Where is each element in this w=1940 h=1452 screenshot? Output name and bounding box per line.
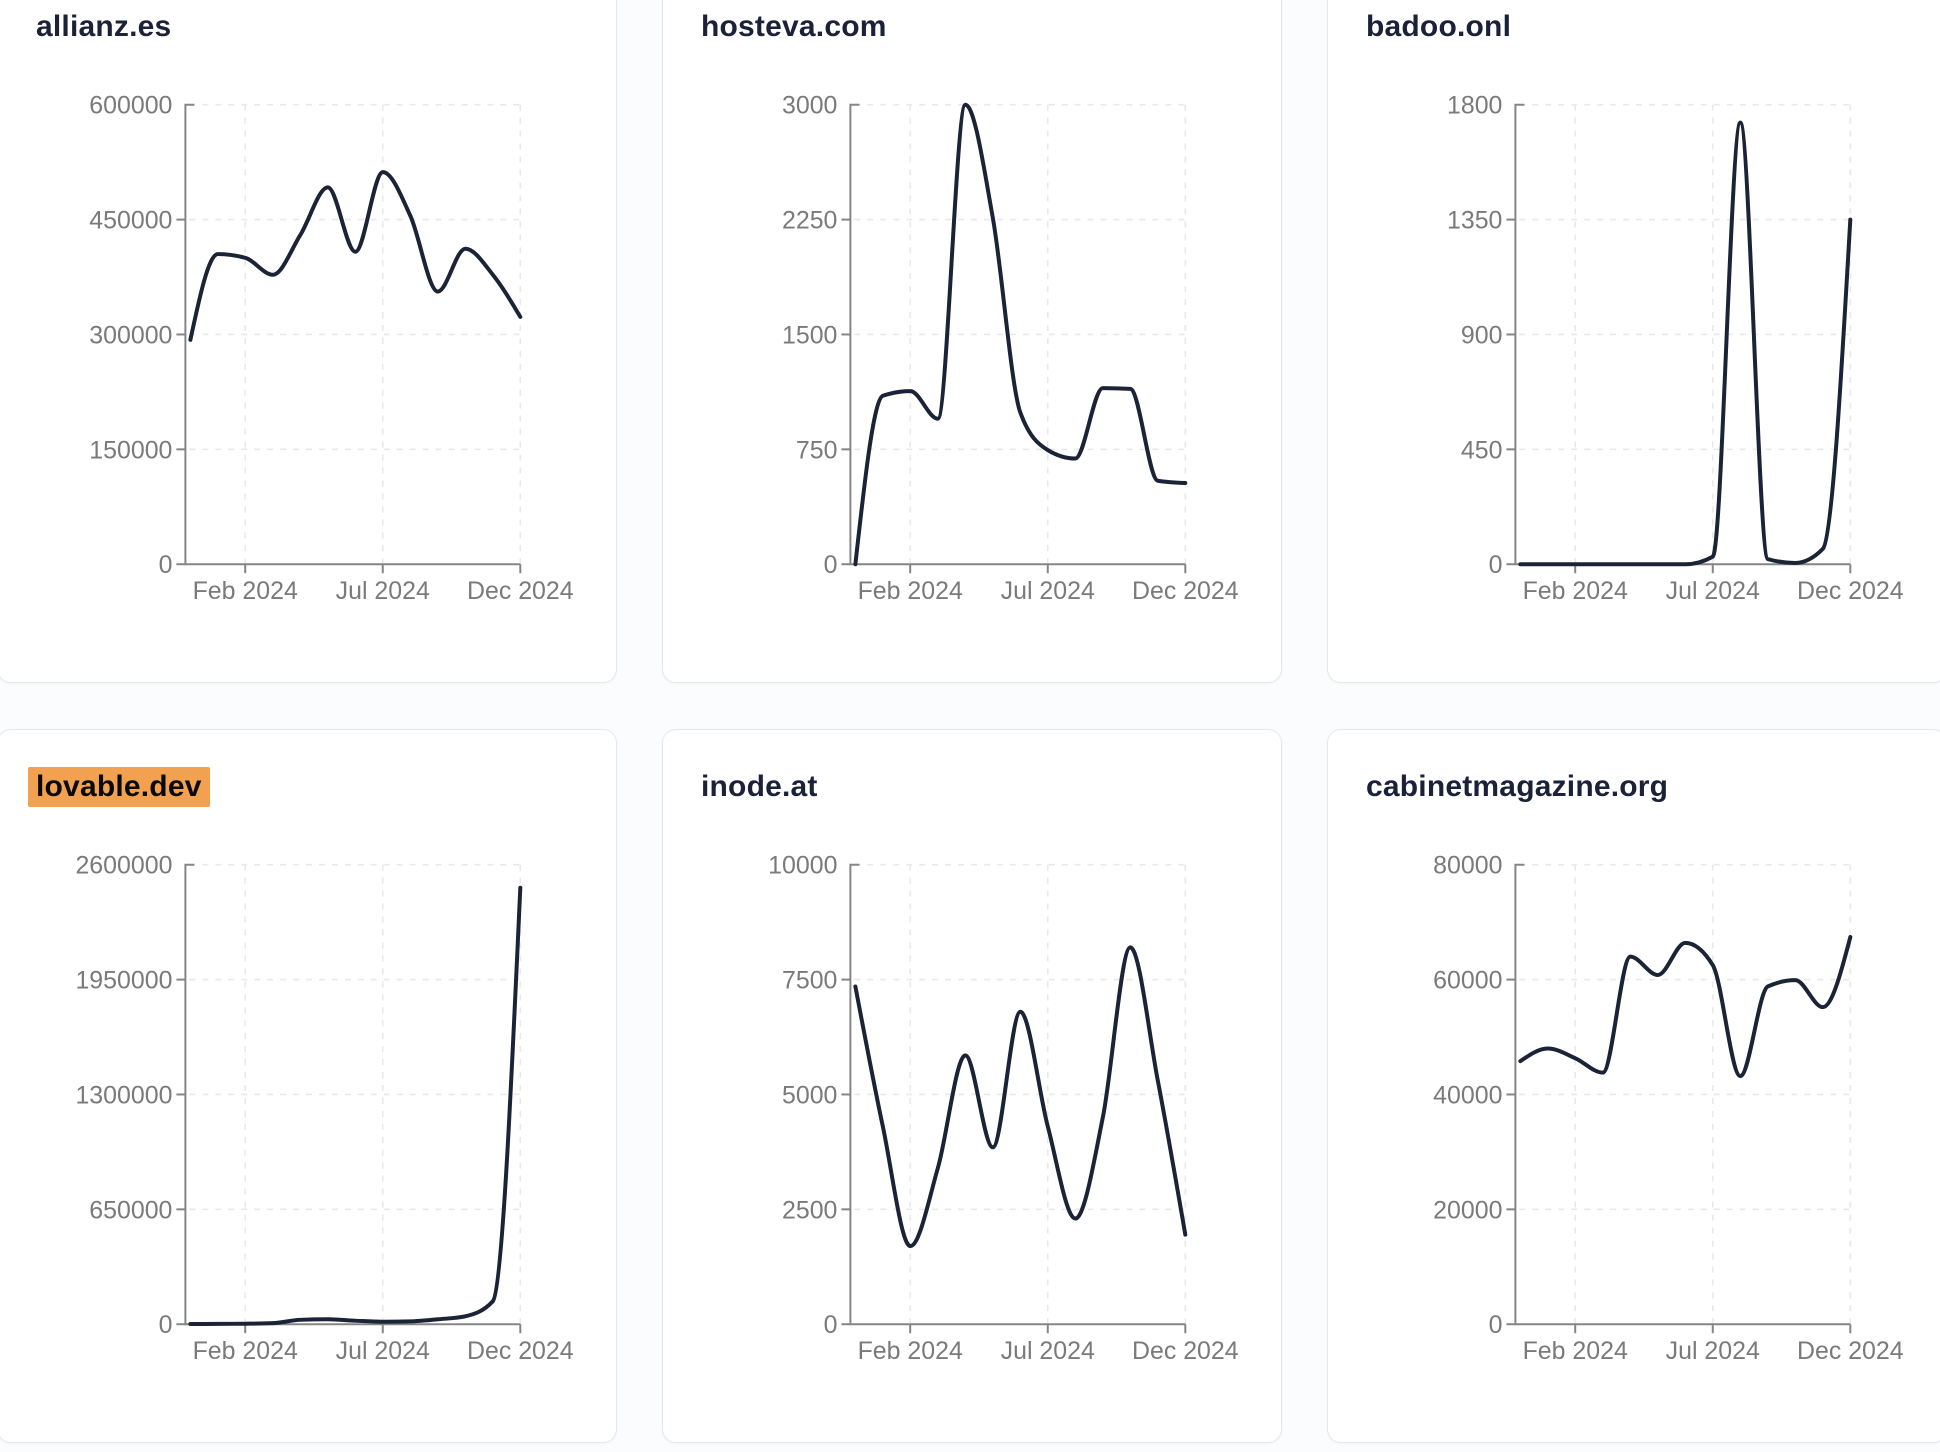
trend-line	[1518, 120, 1853, 567]
x-axis-tick-label: Dec 2024	[1797, 1337, 1904, 1365]
chart-card-hosteva-com: hosteva.com 3000 2250 1500 750 0 Feb 2024 Jul …	[662, 0, 1282, 683]
y-axis-tick-label: 1300000	[75, 1081, 172, 1109]
y-axis-tick-label: 150000	[89, 436, 172, 464]
line-chart: 3000 2250 1500 750 0 Feb 2024 Jul 2024 Dec 2024	[782, 92, 1239, 605]
x-axis-tick-label: Feb 2024	[193, 577, 298, 605]
line-chart: 80000 60000 40000 20000 0 Feb 2024 Jul 2024 Dec…	[1433, 852, 1904, 1365]
x-axis-tick-label: Jul 2024	[1001, 577, 1095, 605]
trend-line	[1518, 935, 1853, 1079]
y-axis-tick-label: 0	[1489, 551, 1503, 579]
x-axis-tick-label: Dec 2024	[467, 1337, 574, 1365]
chart-card-allianz-es: allianz.es 600000 450000 300000 150000 0 Feb …	[0, 0, 617, 683]
y-axis-tick-label: 1350	[1447, 207, 1502, 235]
y-axis-tick-label: 600000	[89, 92, 172, 120]
x-axis-tick-label: Feb 2024	[858, 577, 963, 605]
chart-title[interactable]: inode.at	[701, 770, 818, 803]
y-axis-tick-label: 450	[1461, 436, 1503, 464]
chart-title-highlighted[interactable]: lovable.dev	[28, 767, 210, 807]
y-axis-tick-label: 0	[824, 1311, 838, 1339]
x-axis-tick-label: Feb 2024	[858, 1337, 963, 1365]
y-axis-tick-label: 750	[796, 436, 838, 464]
y-axis-tick-label: 2600000	[75, 852, 172, 880]
x-axis-tick-label: Jul 2024	[1666, 577, 1760, 605]
y-axis-tick-label: 1500	[782, 321, 837, 349]
y-axis-tick-label: 650000	[89, 1196, 172, 1224]
y-axis-tick-label: 300000	[89, 321, 172, 349]
x-axis-tick-label: Jul 2024	[1001, 1337, 1095, 1365]
y-axis-tick-label: 2500	[782, 1196, 837, 1224]
y-axis-tick-label: 450000	[89, 207, 172, 235]
line-chart: 10000 7500 5000 2500 0 Feb 2024 Jul 2024 Dec 20…	[768, 852, 1239, 1365]
chart-title[interactable]: hosteva.com	[701, 10, 887, 43]
x-axis-tick-label: Jul 2024	[1666, 1337, 1760, 1365]
line-chart: 1800 1350 900 450 0 Feb 2024 Jul 2024 Dec 2024	[1447, 92, 1904, 605]
chart-card-inode-at: inode.at 10000 7500 5000 2500 0 Feb 2024 Jul 2…	[662, 729, 1282, 1443]
trend-line	[188, 170, 523, 342]
trend-line	[188, 885, 523, 1327]
line-chart: 600000 450000 300000 150000 0 Feb 2024 Jul 202…	[89, 92, 574, 605]
y-axis-tick-label: 40000	[1433, 1081, 1502, 1109]
y-axis-tick-label: 2250	[782, 207, 837, 235]
chart-card-lovable-dev: lovable.dev 2600000 1950000 1300000 650000 0…	[0, 729, 617, 1443]
y-axis-tick-label: 10000	[768, 852, 837, 880]
y-axis-tick-label: 1800	[1447, 92, 1502, 120]
x-axis-tick-label: Dec 2024	[467, 577, 574, 605]
x-axis-tick-label: Feb 2024	[1523, 1337, 1628, 1365]
chart-title[interactable]: cabinetmagazine.org	[1366, 770, 1669, 803]
y-axis-tick-label: 0	[159, 551, 173, 579]
x-axis-tick-label: Dec 2024	[1797, 577, 1904, 605]
x-axis-tick-label: Jul 2024	[336, 1337, 430, 1365]
y-axis-tick-label: 0	[159, 1311, 173, 1339]
x-axis-tick-label: Dec 2024	[1132, 1337, 1239, 1365]
x-axis-tick-label: Feb 2024	[1523, 577, 1628, 605]
y-axis-tick-label: 3000	[782, 92, 837, 120]
y-axis-tick-label: 900	[1461, 321, 1503, 349]
y-axis-tick-label: 7500	[782, 967, 837, 995]
y-axis-tick-label: 60000	[1433, 967, 1502, 995]
trend-line	[853, 102, 1188, 567]
y-axis-tick-label: 80000	[1433, 852, 1502, 880]
x-axis-tick-label: Feb 2024	[193, 1337, 298, 1365]
y-axis-tick-label: 20000	[1433, 1196, 1502, 1224]
y-axis-tick-label: 5000	[782, 1081, 837, 1109]
y-axis-tick-label: 0	[824, 551, 838, 579]
x-axis-tick-label: Jul 2024	[336, 577, 430, 605]
chart-title[interactable]: badoo.onl	[1366, 10, 1512, 43]
chart-title[interactable]: allianz.es	[36, 10, 172, 43]
trend-line	[853, 945, 1188, 1249]
line-chart: 2600000 1950000 1300000 650000 0 Feb 2024 Jul …	[75, 852, 574, 1365]
y-axis-tick-label: 1950000	[75, 967, 172, 995]
chart-card-cabinetmagazine-org: cabinetmagazine.org 80000 60000 40000 20000…	[1327, 729, 1940, 1443]
x-axis-tick-label: Dec 2024	[1132, 577, 1239, 605]
chart-card-badoo-onl: badoo.onl 1800 1350 900 450 0 Feb 2024 Jul 202…	[1327, 0, 1940, 683]
y-axis-tick-label: 0	[1489, 1311, 1503, 1339]
